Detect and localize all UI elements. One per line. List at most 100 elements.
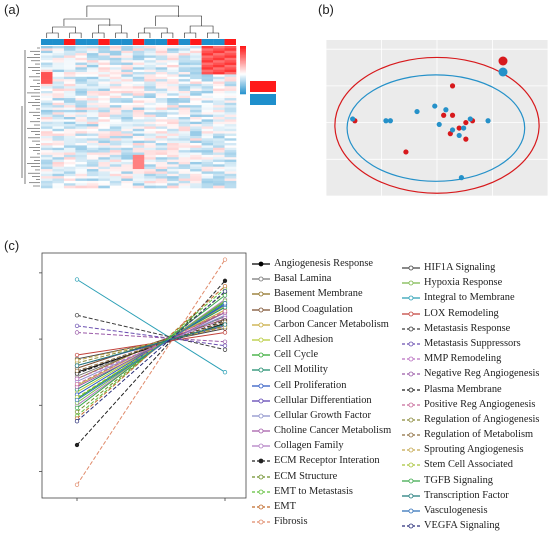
- heat-cell: [63, 48, 76, 52]
- heat-cell: [167, 79, 179, 82]
- heat-cell: [178, 114, 191, 118]
- heat-cell: [52, 53, 65, 56]
- pca-point: [456, 125, 462, 131]
- heat-cell: [155, 140, 168, 144]
- heat-cell: [41, 124, 53, 127]
- legend-key: [402, 402, 420, 408]
- heat-cell: [178, 55, 191, 59]
- heat-cell: [75, 105, 88, 108]
- heat-cell: [132, 76, 145, 80]
- heat-cell: [190, 50, 202, 54]
- pca-point: [414, 108, 420, 115]
- heat-cell: [132, 147, 145, 151]
- heat-cell: [109, 135, 122, 139]
- heat-cell: [201, 74, 214, 78]
- heat-cell: [201, 67, 214, 70]
- heat-cell: [201, 102, 214, 106]
- heat-cell: [63, 98, 76, 101]
- legend-label: Fibrosis: [274, 516, 308, 528]
- heat-cell: [190, 176, 202, 179]
- row-dendrogram: [21, 47, 40, 187]
- heat-cell: [201, 109, 214, 113]
- treatment-cell: [144, 39, 156, 45]
- heat-cell: [224, 171, 237, 175]
- heat-cell: [132, 98, 145, 101]
- heat-cell: [86, 57, 99, 61]
- heat-cell: [75, 138, 88, 141]
- heat-cell: [213, 62, 225, 66]
- heat-cell: [167, 93, 179, 96]
- heat-cell: [167, 83, 179, 87]
- heat-cell: [121, 107, 134, 111]
- heat-cell: [155, 46, 168, 49]
- heat-cell: [75, 69, 88, 73]
- heat-cell: [41, 105, 53, 108]
- series-point: [74, 397, 80, 403]
- heat-cell: [121, 60, 134, 63]
- heat-cell: [144, 121, 157, 125]
- heat-cell: [98, 50, 111, 54]
- heat-cell: [224, 107, 237, 111]
- heat-cell: [63, 126, 76, 130]
- heat-cell: [178, 48, 191, 52]
- heat-cell: [178, 53, 191, 56]
- heat-cell: [201, 72, 214, 75]
- heat-cell: [98, 76, 111, 80]
- heat-cell: [109, 173, 122, 177]
- series-line: [76, 279, 226, 373]
- heat-cell: [155, 74, 168, 78]
- heat-cell: [52, 100, 65, 104]
- heat-cell: [213, 79, 225, 82]
- heat-cell: [224, 131, 237, 134]
- heat-cell: [63, 62, 76, 66]
- heat-cell: [132, 124, 145, 127]
- heat-cell: [63, 105, 76, 108]
- heat-cell: [167, 128, 179, 132]
- heat-cell: [109, 164, 122, 167]
- colorbar-segment: [240, 66, 246, 68]
- series-point: [222, 309, 228, 314]
- heat-cell: [41, 157, 53, 160]
- legend-label: Choline Cancer Metabolism: [274, 425, 392, 437]
- heat-cell: [213, 178, 225, 182]
- heat-cell: [109, 124, 122, 127]
- heat-cell: [52, 76, 65, 80]
- heat-cell: [132, 150, 145, 153]
- heat-cell: [52, 55, 65, 59]
- heat-cell: [41, 90, 53, 94]
- heat-cell: [41, 86, 53, 89]
- heat-cell: [98, 180, 111, 184]
- heat-cell: [52, 46, 65, 49]
- series-point: [74, 313, 80, 318]
- heat-cell: [63, 81, 76, 85]
- heat-cell: [98, 131, 111, 134]
- heat-cell: [144, 169, 157, 172]
- heat-cell: [41, 131, 53, 134]
- heat-cell: [109, 69, 122, 73]
- heat-cell: [86, 76, 99, 80]
- heat-cell: [98, 60, 111, 63]
- heat-cell: [86, 114, 99, 118]
- heat-cell: [98, 140, 111, 144]
- heat-cell: [201, 169, 214, 172]
- heat-cell: [121, 112, 134, 115]
- heat-cell: [63, 57, 76, 61]
- heat-cell: [190, 126, 202, 130]
- heat-cell: [201, 173, 214, 177]
- heat-cell: [224, 46, 237, 49]
- heat-cell: [121, 79, 134, 82]
- legend-label: Stem Cell Associated: [424, 459, 513, 471]
- heat-cell: [132, 178, 145, 182]
- heat-cell: [109, 119, 122, 123]
- heat-cell: [63, 133, 76, 137]
- heat-cell: [52, 114, 65, 118]
- heat-cell: [41, 46, 53, 49]
- dendrogram-bracket: [155, 15, 202, 26]
- heat-cell: [190, 79, 202, 82]
- heat-cell: [52, 180, 65, 184]
- heat-cell: [52, 86, 65, 89]
- heat-cell: [98, 169, 111, 172]
- legend-key: [252, 489, 270, 495]
- heat-cell: [121, 114, 134, 118]
- heat-cell: [213, 180, 225, 184]
